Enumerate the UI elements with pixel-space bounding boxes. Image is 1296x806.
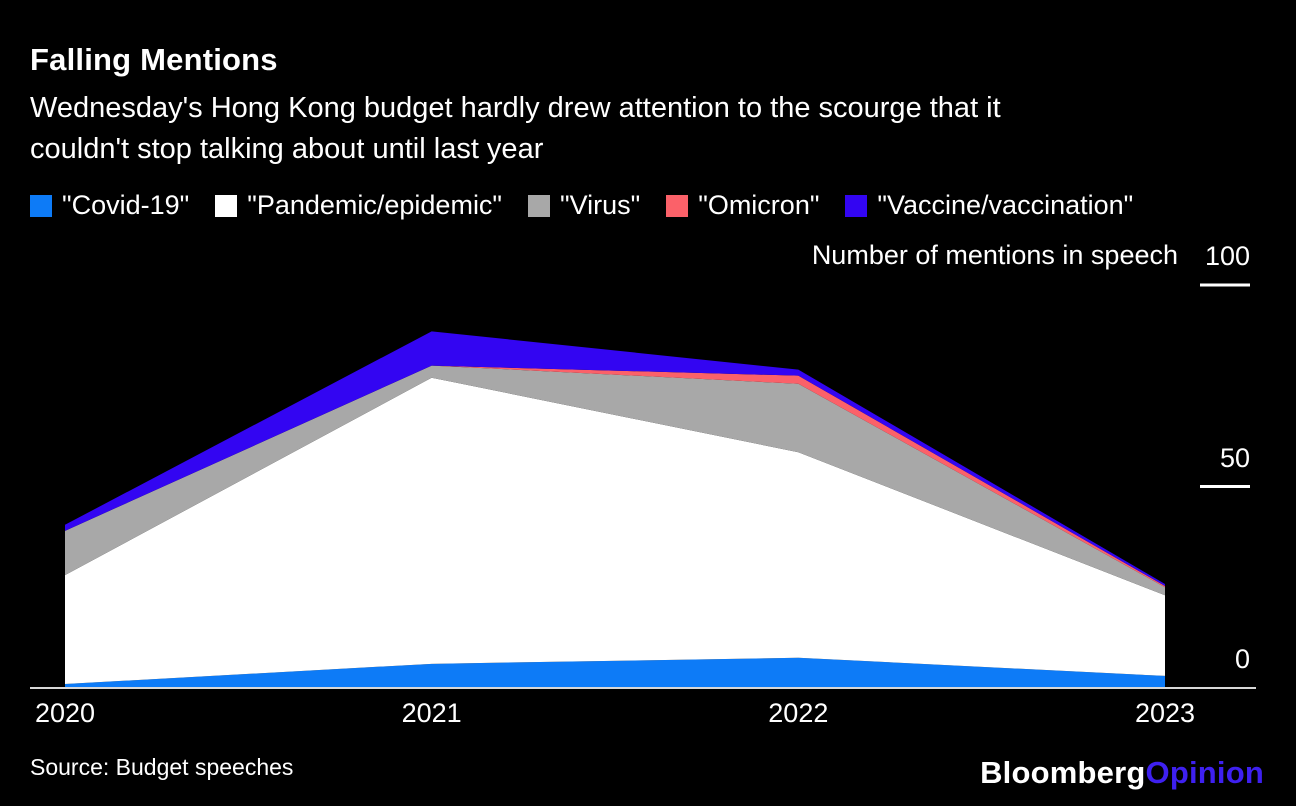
y-axis-tick-100: 100	[1204, 241, 1250, 271]
legend-item-virus: "Virus"	[528, 190, 640, 221]
y-axis-tick-0: 0	[1234, 644, 1250, 674]
legend-label-vaccine: "Vaccine/vaccination"	[877, 190, 1134, 220]
y-axis-title: Number of mentions in speech	[811, 240, 1178, 270]
legend-item-vaccine: "Vaccine/vaccination"	[845, 190, 1133, 221]
bloomberg-opinion-logo: BloombergOpinion	[980, 755, 1264, 791]
brand-bloomberg: Bloomberg	[980, 755, 1146, 790]
subtitle-line-2: couldn't stop talking about until last y…	[30, 133, 544, 165]
legend-swatch-vaccine	[845, 194, 868, 217]
y-axis-tick-50: 50	[1219, 442, 1250, 473]
chart-legend: "Covid-19" "Pandemic/epidemic" "Virus" "…	[30, 190, 1133, 221]
legend-label-covid19: "Covid-19"	[62, 190, 190, 220]
chart-subtitle: Wednesday's Hong Kong budget hardly drew…	[30, 88, 1001, 170]
legend-item-pandemic: "Pandemic/epidemic"	[215, 190, 502, 221]
legend-label-virus: "Virus"	[560, 190, 641, 220]
legend-label-pandemic: "Pandemic/epidemic"	[247, 190, 503, 220]
source-note: Source: Budget speeches	[30, 754, 294, 780]
area-covid-19	[65, 657, 1165, 688]
legend-swatch-virus	[528, 194, 551, 217]
area-vaccine-vaccination	[65, 331, 1165, 587]
subtitle-line-1: Wednesday's Hong Kong budget hardly drew…	[30, 92, 1001, 124]
x-axis-label-2021: 2021	[401, 698, 462, 728]
brand-opinion: Opinion	[1145, 755, 1264, 790]
page-title: Falling Mentions	[30, 42, 278, 77]
legend-swatch-covid19	[30, 194, 52, 217]
legend-swatch-pandemic	[215, 194, 238, 217]
area-pandemic-epidemic	[65, 377, 1165, 684]
legend-item-omicron: "Omicron"	[666, 190, 819, 221]
legend-item-covid19: "Covid-19"	[30, 190, 189, 221]
x-axis-label-2020: 2020	[34, 698, 96, 728]
area-virus	[65, 365, 1165, 596]
legend-swatch-omicron	[666, 194, 689, 217]
legend-label-omicron: "Omicron"	[698, 190, 820, 220]
x-axis-label-2023: 2023	[1134, 698, 1196, 728]
x-axis-label-2022: 2022	[768, 698, 829, 728]
